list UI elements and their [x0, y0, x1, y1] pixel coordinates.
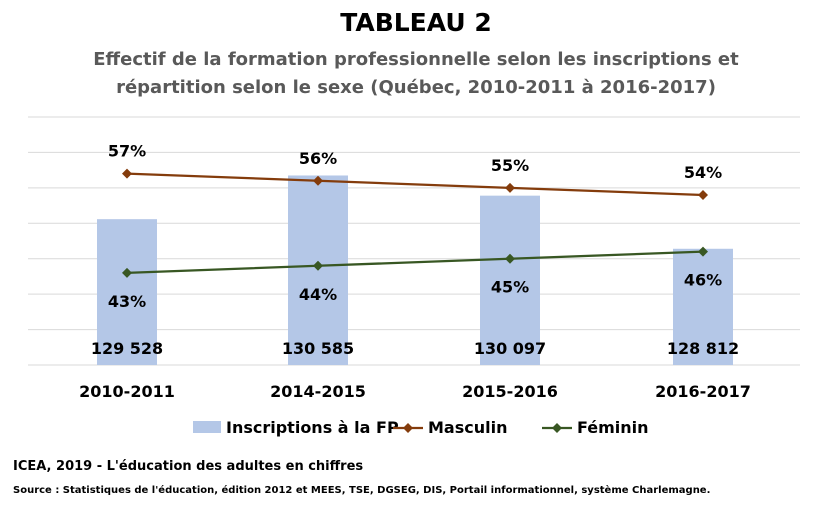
credit-line: ICEA, 2019 - L'éducation des adultes en …	[13, 459, 364, 474]
masculin-point	[313, 175, 323, 186]
feminin-point	[505, 253, 515, 264]
chart-title: TABLEAU 2	[340, 8, 492, 37]
legend-label-feminin: Féminin	[577, 418, 649, 437]
x-tick-label: 2016-2017	[655, 382, 751, 401]
x-tick-label: 2015-2016	[462, 382, 558, 401]
chart-area: 57% 56% 55% 54% 43% 44% 45% 46% 129 528 130 585 13…	[28, 116, 800, 437]
feminin-point	[122, 267, 132, 278]
source-line: Source : Statistiques de l'éducation, éd…	[13, 485, 711, 496]
bar-data-label: 130 097	[474, 339, 546, 358]
feminin-line	[126, 250, 704, 275]
masculin-point	[505, 182, 515, 193]
feminin-data-label: 44%	[299, 285, 337, 304]
masculin-data-label: 54%	[684, 163, 722, 182]
bar	[673, 248, 733, 365]
masculin-point	[698, 189, 708, 200]
masculin-point	[122, 168, 132, 179]
legend-label-inscriptions: Inscriptions à la FP	[226, 418, 399, 437]
bar	[97, 219, 157, 365]
masculin-data-label: 57%	[108, 142, 146, 161]
feminin-data-label: 46%	[684, 271, 722, 290]
feminin-point	[313, 260, 323, 271]
legend-marker-feminin	[552, 423, 562, 433]
feminin-point	[698, 246, 708, 257]
chart-subtitle: Effectif de la formation professionnelle…	[93, 49, 739, 98]
bar-data-label: 128 812	[667, 339, 739, 358]
legend-label-masculin: Masculin	[428, 418, 507, 437]
bar	[480, 195, 540, 365]
masculin-line	[126, 172, 704, 197]
legend-marker-masculin	[403, 423, 413, 433]
x-tick-label: 2014-2015	[270, 382, 366, 401]
bar-data-label: 129 528	[91, 339, 163, 358]
feminin-data-label: 45%	[491, 278, 529, 297]
legend-swatch-inscriptions	[193, 421, 221, 433]
masculin-data-label: 56%	[299, 149, 337, 168]
x-tick-label: 2010-2011	[79, 382, 175, 401]
feminin-data-label: 43%	[108, 292, 146, 311]
masculin-data-label: 55%	[491, 156, 529, 175]
bar-data-label: 130 585	[282, 339, 354, 358]
